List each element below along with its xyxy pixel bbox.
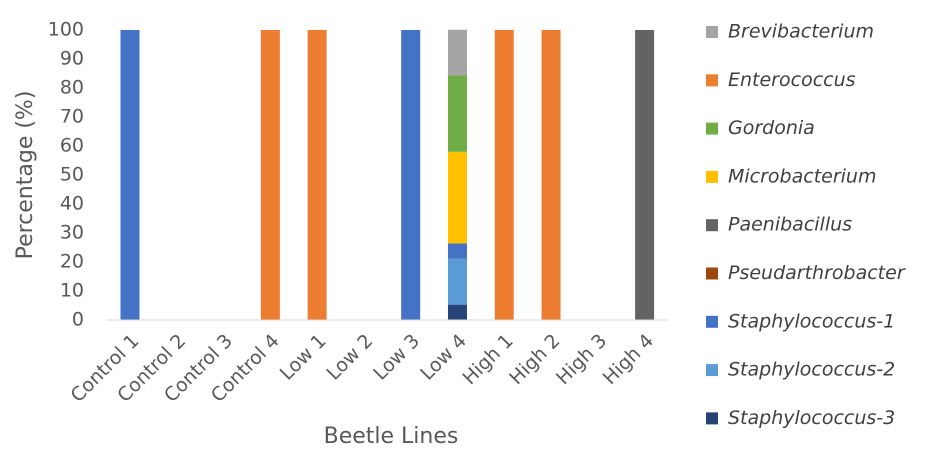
y-tick-label: 70 <box>60 106 84 128</box>
legend-label: Staphylococcus-3 <box>728 407 895 429</box>
y-tick-label: 80 <box>60 77 84 99</box>
legend-swatch <box>706 26 718 38</box>
y-tick-label: 10 <box>60 280 84 302</box>
y-tick-label: 40 <box>60 193 84 215</box>
bar-segment <box>120 30 140 320</box>
x-tick-label: Low 1 <box>276 330 331 385</box>
bar-segment <box>307 30 327 320</box>
legend-label: Staphylococcus-2 <box>728 359 895 381</box>
legend-swatch <box>706 170 718 183</box>
x-axis-title: Beetle Lines <box>324 424 459 449</box>
legend-swatch <box>706 315 718 328</box>
legend-label: Gordonia <box>728 117 815 139</box>
y-tick-label: 50 <box>60 164 84 186</box>
x-tick-label: High 4 <box>599 330 658 389</box>
bar-segment <box>447 29 467 76</box>
x-tick-label: High 1 <box>458 330 517 389</box>
legend-swatch <box>706 267 718 280</box>
bar-segment <box>494 30 514 320</box>
bar-segment <box>447 243 467 259</box>
y-tick-label: 60 <box>60 135 84 157</box>
bar-segment <box>447 304 467 320</box>
legend-label: Microbacterium <box>728 165 876 187</box>
bar-segment <box>541 30 561 320</box>
y-tick-label: 90 <box>60 48 84 70</box>
legend-swatch <box>706 364 718 377</box>
y-tick-label: 100 <box>48 19 84 41</box>
x-tick-label: High 3 <box>552 330 611 389</box>
y-tick-label: 20 <box>60 251 84 273</box>
legend-swatch <box>706 219 718 232</box>
y-tick-label: 0 <box>72 309 84 331</box>
bar-segment <box>447 75 467 152</box>
x-tick-label: Low 2 <box>322 330 377 385</box>
x-tick-label: Low 3 <box>369 330 424 385</box>
legend-swatch <box>706 412 718 425</box>
bar-segment <box>447 151 467 244</box>
x-tick-label: High 2 <box>505 330 564 389</box>
bar-segment <box>447 258 467 305</box>
bar-segment <box>635 30 655 320</box>
legend-label: Enterococcus <box>728 69 856 91</box>
bar-segment <box>401 30 421 320</box>
legend-label: Paenibacillus <box>728 214 852 236</box>
legend-swatch <box>706 74 718 87</box>
legend-label: Brevibacterium <box>728 21 874 43</box>
legend-label: Staphylococcus-1 <box>728 310 895 332</box>
y-tick-label: 30 <box>60 222 84 244</box>
legend-label: Pseudarthrobacter <box>728 262 906 284</box>
bar-segment <box>260 30 280 320</box>
legend-swatch <box>706 122 718 135</box>
y-axis-title: Percentage (%) <box>13 91 38 260</box>
